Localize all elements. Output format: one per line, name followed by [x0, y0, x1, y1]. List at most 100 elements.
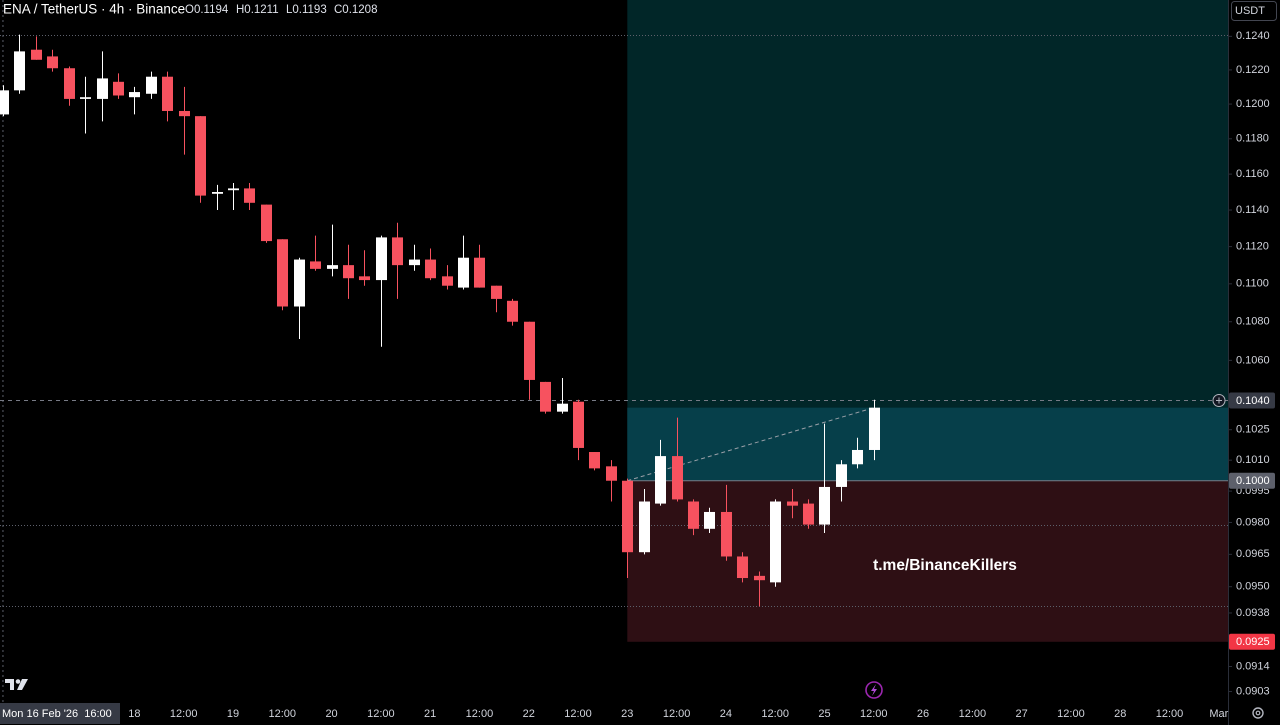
x-tick-label: 12:00: [269, 708, 297, 720]
candle-body: [0, 90, 9, 115]
chart-title: ENA / TetherUS · 4h · Binance: [3, 2, 185, 17]
open-profit-zone: [627, 407, 1228, 481]
candle-body: [195, 116, 206, 196]
candle-body: [557, 403, 568, 412]
y-tick-label: 0.0938: [1236, 607, 1270, 619]
header-high: H0.1211: [236, 4, 279, 16]
candle-body: [852, 449, 863, 465]
candle-body: [819, 486, 830, 525]
x-tick-label: 12:00: [761, 708, 789, 720]
candle-body: [162, 76, 173, 111]
candle-body: [869, 407, 880, 450]
candle-body: [491, 285, 502, 299]
candle-body: [524, 321, 535, 380]
candle-body: [754, 575, 765, 581]
x-tick-label: 12:00: [1156, 708, 1184, 720]
candle-body: [770, 501, 781, 583]
y-tick-label: 0.1010: [1236, 454, 1270, 466]
zones: [627, 0, 1228, 642]
crosshair-plus-sign[interactable]: [1216, 397, 1222, 404]
tradingview-logo[interactable]: [5, 679, 28, 690]
y-tick-label: 0.1200: [1236, 98, 1270, 110]
candle-body: [737, 556, 748, 579]
candle-body: [655, 456, 666, 504]
candle-body: [31, 49, 42, 60]
candle-body: [688, 501, 699, 529]
x-tick-label: 25: [818, 708, 830, 720]
candle-body: [129, 92, 140, 98]
candle-body: [277, 239, 288, 307]
gear-core: [1255, 710, 1261, 716]
candle-body: [244, 188, 255, 203]
y-tick-label: 0.1240: [1236, 30, 1270, 42]
candle-body: [540, 381, 551, 412]
labels: 0.1000 0.0925 0.1040 Mon 16 Feb '26 16:00: [0, 392, 1275, 724]
time-axis-bg: [0, 703, 1280, 725]
currency-button[interactable]: [1231, 1, 1277, 21]
candle-body: [458, 257, 469, 288]
x-tick-label: 20: [325, 708, 337, 720]
x-tick-label: Mar: [1209, 708, 1228, 720]
entry-label-box: [1229, 472, 1275, 489]
x-tick-label: 27: [1016, 708, 1028, 720]
candle-body: [589, 452, 600, 469]
candle-body: [327, 265, 338, 269]
x-tick-label: 12:00: [959, 708, 987, 720]
candle-body: [310, 261, 321, 269]
candle-body: [622, 480, 633, 553]
currency-label[interactable]: USDT: [1235, 5, 1265, 17]
gear-ring: [1252, 707, 1264, 719]
entry-label: 0.1000: [1236, 475, 1270, 487]
candle-body: [721, 511, 732, 557]
candle-body: [442, 276, 453, 286]
watermark: t.me/BinanceKillers: [873, 557, 1017, 574]
candle-body: [836, 464, 847, 487]
header-low: L0.1193: [286, 4, 327, 16]
x-tick-label: 12:00: [860, 708, 888, 720]
candle-body: [639, 501, 650, 553]
crosshair-time-label: Mon 16 Feb '26 16:00: [2, 708, 112, 720]
stop-label: 0.0925: [1236, 636, 1270, 648]
candle-body: [507, 300, 518, 322]
candle-body: [80, 97, 91, 99]
x-tick-label: 18: [128, 708, 140, 720]
icon-ring: [865, 681, 883, 699]
header-close: C0.1208: [334, 4, 377, 16]
crosshair-price-label-box: [1229, 392, 1275, 409]
y-tick-label: 0.1180: [1236, 133, 1269, 145]
candle-body: [787, 501, 798, 506]
candle-body: [146, 76, 157, 94]
candle-body: [343, 265, 354, 279]
x-tick-label: 26: [917, 708, 929, 720]
y-tick-label: 0.0950: [1236, 581, 1270, 593]
candle-body: [47, 56, 58, 69]
logo-part: [17, 679, 28, 690]
events-icon[interactable]: [865, 681, 883, 699]
x-tick-label: 12:00: [564, 708, 592, 720]
y-tick-label: 0.1160: [1236, 168, 1269, 180]
price-axis-bg: [1228, 0, 1280, 725]
y-tick-label: 0.1140: [1236, 204, 1269, 216]
candles: [0, 34, 880, 607]
logo-part: [5, 679, 14, 690]
y-tick-label: 0.0980: [1236, 516, 1270, 528]
target-zone: [627, 0, 1228, 481]
candle-body: [261, 204, 272, 242]
settings-icon[interactable]: [1252, 707, 1264, 719]
candle-body: [294, 259, 305, 307]
candle-body: [803, 503, 814, 525]
x-tick-label: 12:00: [1057, 708, 1085, 720]
x-tick-label: 28: [1114, 708, 1126, 720]
candle-body: [425, 259, 436, 279]
x-tick-label: 22: [523, 708, 535, 720]
stop-zone: [627, 480, 1228, 642]
x-tick-label: 19: [227, 708, 239, 720]
icon-bolt: [871, 684, 877, 696]
x-tick-label: 24: [720, 708, 732, 720]
x-tick-label: 12:00: [367, 708, 395, 720]
candle-body: [14, 51, 25, 91]
candle-body: [376, 237, 387, 281]
y-tick-label: 0.0965: [1236, 548, 1270, 560]
candle-body: [97, 78, 108, 99]
